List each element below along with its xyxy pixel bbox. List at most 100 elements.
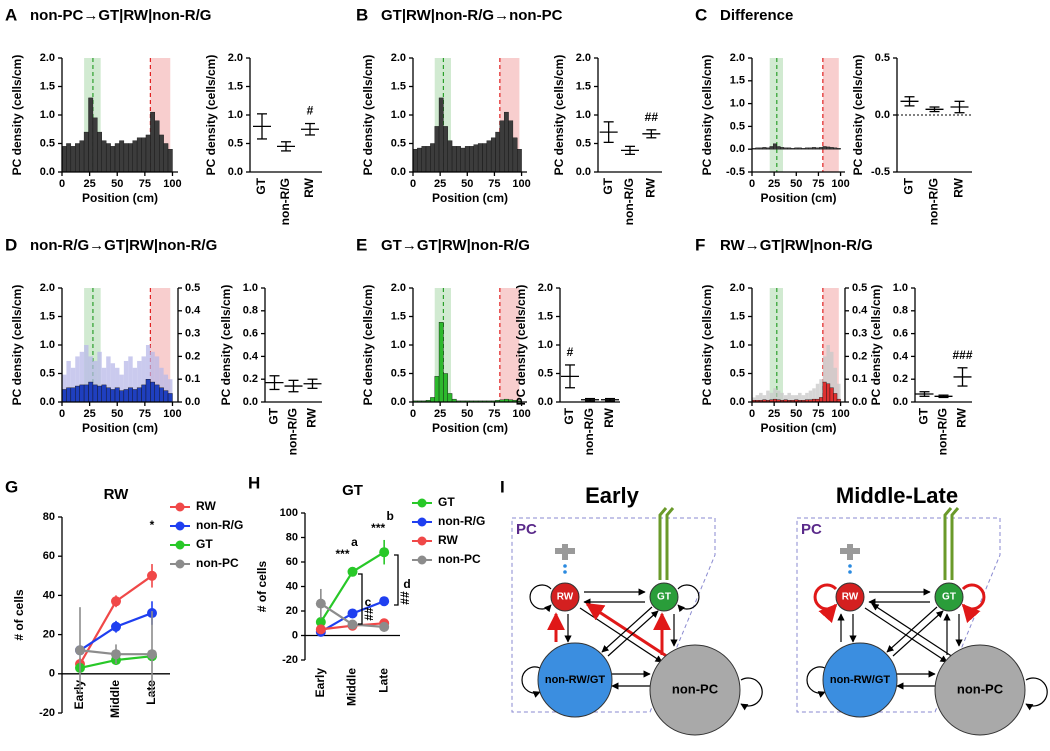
- histogram-bar: [119, 390, 125, 403]
- y-tick-label: 0.0: [893, 396, 908, 408]
- x-tick-label: 0: [410, 178, 416, 190]
- x-tick-label: RW: [952, 177, 966, 197]
- node: [835, 582, 865, 612]
- histogram-bar: [798, 392, 802, 402]
- histogram-bar: [752, 397, 756, 402]
- annotation: b: [386, 509, 393, 523]
- y-tick-label: 0.5: [228, 137, 243, 149]
- y-tick-label: 1.5: [730, 75, 745, 87]
- y-tick-label: 2.0: [730, 282, 745, 294]
- water-drop: [848, 564, 852, 568]
- y-tick-label: 0: [292, 629, 298, 641]
- x-tick-label: RW: [955, 407, 969, 427]
- pipe-icon: [943, 507, 960, 580]
- x-tick-label: 50: [461, 178, 473, 190]
- y-tick-label: 1.5: [391, 310, 406, 322]
- histogram-bar: [83, 131, 89, 173]
- self-loop: [529, 584, 552, 613]
- histogram-bar: [163, 143, 169, 173]
- histogram-bar: [438, 322, 444, 403]
- histogram-bar: [83, 384, 89, 403]
- x-tick-label: GT: [267, 407, 281, 424]
- x-tick-label: 50: [461, 408, 473, 420]
- histogram-bar: [755, 147, 760, 150]
- y-tick-label: 0.4: [893, 350, 909, 362]
- y-tick-label: 0.0: [391, 166, 406, 178]
- histogram-bar: [464, 146, 470, 173]
- x-tick-label: RW: [305, 407, 319, 427]
- y-tick-label: 0.5: [875, 52, 890, 64]
- y-tick-label: 0.3: [852, 328, 867, 340]
- x-tick-label: Late: [376, 668, 390, 693]
- self-loop: [961, 583, 986, 624]
- y-tick-label: 1.5: [228, 80, 243, 92]
- histogram-bar: [780, 392, 784, 402]
- group-label: PC: [801, 521, 822, 538]
- histogram-bar: [508, 120, 514, 173]
- histogram-bar: [829, 351, 834, 402]
- group-boundary: [796, 517, 1001, 713]
- histogram-bar: [150, 381, 155, 403]
- node-label: non-RW/GT: [545, 674, 606, 686]
- histogram-bar: [159, 367, 164, 402]
- y-tick-label: 0.0: [40, 396, 55, 408]
- histogram-bar: [797, 147, 802, 150]
- histogram-bar: [504, 111, 509, 173]
- data-point: [347, 608, 358, 619]
- histogram-bar: [819, 147, 824, 150]
- y-tick-label: -0.5: [726, 166, 745, 178]
- histogram-bar: [766, 390, 770, 402]
- node-label: non-PC: [957, 681, 1004, 696]
- y-tick-label: 0.0: [576, 166, 591, 178]
- histogram-bar: [154, 120, 160, 173]
- y-axis-label: PC density (cells/cm): [361, 55, 375, 176]
- y-tick-label: 0.0: [40, 166, 55, 178]
- histogram-bar: [106, 356, 111, 402]
- x-tick-label: RW: [302, 177, 316, 197]
- histogram-bar: [833, 367, 838, 402]
- histogram-bar: [75, 143, 80, 173]
- y-tick-label: 0.5: [730, 120, 745, 132]
- histogram-bar: [434, 376, 440, 403]
- y-axis-label: PC density (cells/cm): [700, 285, 714, 406]
- histogram-bar: [62, 374, 67, 402]
- histogram-bar: [168, 379, 173, 402]
- histogram-bar: [755, 395, 760, 402]
- histogram-bar: [819, 397, 824, 403]
- y-axis-label: PC density (cells/cm): [700, 55, 714, 176]
- panel-title: GT: [342, 482, 363, 499]
- histogram-bar: [780, 147, 785, 150]
- y-axis-label: PC density (cells/cm): [552, 55, 566, 176]
- pipe-icon: [658, 507, 675, 580]
- histogram-bar: [822, 356, 827, 402]
- y-tick-label: 0.0: [185, 396, 200, 408]
- histogram-bar: [159, 134, 164, 173]
- y-axis-label: PC density (cells/cm): [361, 285, 375, 406]
- x-tick-label: 100: [831, 408, 849, 420]
- histogram-bar: [150, 111, 155, 173]
- histogram-bar: [787, 392, 791, 402]
- histogram-bar: [833, 393, 838, 403]
- y-tick-label: 0.0: [391, 396, 406, 408]
- y-tick-label: 60: [286, 556, 298, 568]
- water-drop: [848, 570, 852, 574]
- histogram-bar: [88, 97, 94, 173]
- bracket: [394, 554, 399, 606]
- faucet-icon: [562, 544, 568, 560]
- histogram-bar: [456, 146, 461, 173]
- y-tick-label: 0.5: [852, 282, 867, 294]
- y-tick-label: 40: [286, 580, 298, 592]
- x-tick-label: RW: [602, 407, 616, 427]
- data-point: [315, 617, 326, 628]
- histogram-bar: [829, 387, 834, 403]
- histogram-bar: [812, 388, 816, 402]
- histogram-bar: [826, 146, 831, 150]
- node: [649, 582, 679, 612]
- panel-label: B: [356, 5, 368, 24]
- x-tick-label: Late: [144, 680, 158, 705]
- histogram-bar: [486, 140, 492, 173]
- histogram-bar: [154, 384, 160, 403]
- histogram-bar: [75, 356, 80, 402]
- histogram-bar: [495, 131, 501, 173]
- y-axis-label: PC density (cells/cm): [10, 55, 24, 176]
